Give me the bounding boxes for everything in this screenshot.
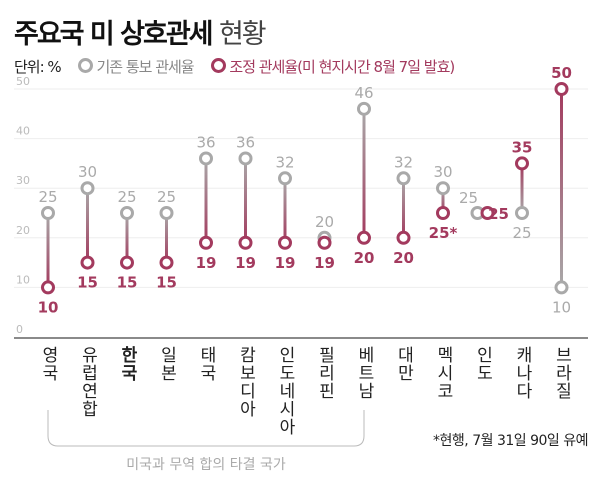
adjusted-rate-label: 25*	[429, 224, 458, 242]
x-tick-label: 베트남	[354, 346, 374, 400]
y-tick-label: 50	[16, 75, 30, 88]
original-rate-label: 10	[552, 298, 571, 316]
original-rate-label: 25	[512, 224, 531, 242]
x-tick-label: 인도네시아	[275, 346, 295, 436]
original-rate-label: 32	[275, 153, 294, 171]
x-tick-label: 필리핀	[314, 346, 335, 400]
adjusted-rate-marker	[199, 235, 213, 250]
y-tick-label: 20	[16, 224, 30, 237]
adjusted-rate-marker	[317, 235, 332, 250]
adjusted-rate-marker	[357, 230, 371, 245]
y-tick-label: 30	[16, 174, 30, 187]
original-rate-marker	[515, 206, 529, 220]
adjusted-rate-label: 19	[196, 254, 217, 272]
adjusted-rate-marker	[159, 255, 174, 270]
original-rate-label: 25	[117, 188, 136, 206]
original-rate-marker	[396, 171, 411, 186]
adjusted-rate-marker	[80, 255, 95, 270]
adjusted-rate-marker	[238, 235, 253, 250]
bracket-label: 미국과 무역 합의 타결 국가	[126, 457, 286, 473]
original-rate-marker	[238, 151, 253, 166]
unit-label: 단위: %	[14, 58, 62, 76]
original-rate-label: 20	[315, 213, 334, 231]
x-tick-label: 태국	[196, 346, 216, 382]
original-rate-label: 32	[394, 153, 413, 171]
original-rate-marker	[436, 181, 450, 196]
bracket	[47, 410, 365, 447]
legend-original-label: 기존 통보 관세율	[96, 58, 194, 76]
adjusted-rate-label: 19	[275, 254, 296, 272]
x-tick-label: 한국	[117, 346, 137, 382]
adjusted-rate-label: 15	[156, 274, 177, 292]
x-tick-label: 멕시코	[433, 346, 453, 400]
legend: 단위: % 기존 통보 관세율 조정 관세율(미 현지시간 8월 7일 발효)	[14, 56, 455, 77]
adjusted-rate-marker	[396, 230, 411, 245]
original-rate-marker	[159, 206, 174, 220]
original-rate-marker	[120, 206, 134, 220]
x-tick-label: 인도	[472, 346, 493, 382]
original-rate-marker	[199, 151, 213, 166]
adjusted-rate-label: 19	[235, 254, 256, 272]
legend-marker-icon	[78, 58, 94, 73]
title-light: 현황	[218, 19, 267, 50]
legend-adjusted-label: 조정 관세율(미 현지시간 8월 7일 발효)	[229, 58, 455, 76]
adjusted-rate-label: 15	[117, 274, 138, 292]
original-rate-label: 30	[433, 163, 452, 181]
adjusted-rate-marker	[554, 82, 569, 96]
adjusted-rate-label: 25	[488, 205, 509, 223]
original-rate-label: 46	[354, 84, 373, 102]
y-tick-label: 10	[16, 273, 30, 286]
x-tick-label: 유럽연합	[77, 346, 98, 418]
adjusted-rate-label: 20	[393, 249, 414, 267]
adjusted-rate-label: 19	[314, 254, 335, 272]
original-rate-label: 30	[78, 163, 97, 181]
adjusted-rate-marker	[41, 280, 55, 295]
original-rate-marker	[554, 280, 569, 295]
original-rate-label: 36	[196, 133, 215, 151]
original-rate-marker	[41, 206, 55, 220]
adjusted-rate-label: 10	[38, 298, 59, 316]
adjusted-rate-marker	[278, 235, 292, 250]
original-rate-marker	[357, 101, 371, 116]
original-rate-marker	[278, 171, 292, 186]
title-bold: 주요국 미 상호관세	[14, 19, 214, 50]
original-rate-label: 25	[459, 189, 478, 207]
legend-original: 기존 통보 관세율	[78, 56, 195, 77]
adjusted-rate-label: 20	[354, 249, 375, 267]
original-rate-label: 36	[236, 133, 255, 151]
y-tick-label: 40	[16, 125, 30, 138]
x-tick-label: 일본	[156, 346, 177, 382]
legend-adjusted: 조정 관세율(미 현지시간 8월 7일 발효)	[211, 56, 455, 77]
x-tick-label: 캐나다	[512, 346, 532, 400]
adjusted-rate-label: 15	[77, 274, 98, 292]
x-tick-label: 대만	[393, 346, 414, 382]
x-tick-label: 브라질	[551, 346, 572, 400]
original-rate-label: 25	[157, 188, 176, 206]
original-rate-label: 25	[38, 188, 57, 206]
x-tick-label: 영국	[38, 346, 58, 382]
original-rate-marker	[80, 181, 95, 196]
adjusted-rate-marker	[436, 206, 450, 220]
adjusted-rate-marker	[120, 255, 134, 270]
x-tick-label: 캄보디아	[235, 346, 256, 418]
adjusted-rate-label: 35	[512, 138, 533, 156]
adjusted-rate-marker	[480, 206, 495, 220]
adjusted-rate-marker	[515, 156, 529, 171]
footnote: *현행, 7월 31일 90일 유예	[433, 433, 588, 449]
adjusted-rate-label: 50	[551, 64, 572, 82]
y-tick-label: 0	[16, 323, 23, 336]
chart-title: 주요국 미 상호관세 현황	[14, 12, 267, 51]
legend-marker-icon	[211, 58, 227, 73]
